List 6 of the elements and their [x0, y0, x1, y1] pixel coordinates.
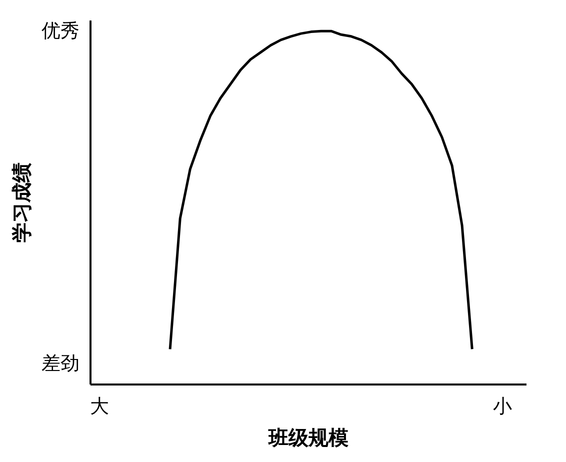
x-tick-label: 大 — [90, 396, 110, 418]
x-axis-title: 班级规模 — [268, 426, 348, 450]
y-axis-title: 学习成绩 — [10, 162, 34, 242]
x-tick-label: 小 — [492, 396, 512, 418]
text: 差劲 — [42, 352, 80, 374]
text: 优秀 — [42, 20, 80, 42]
